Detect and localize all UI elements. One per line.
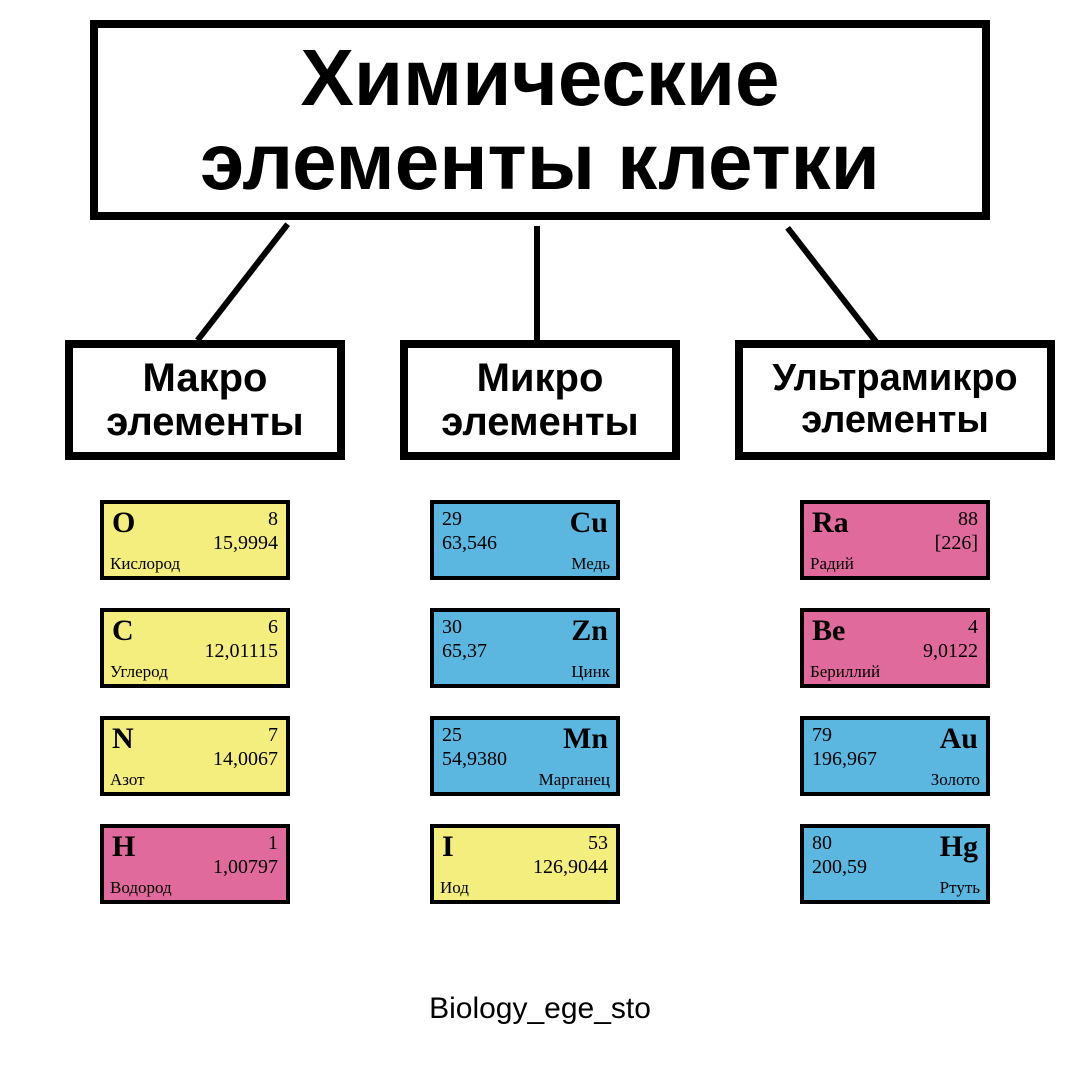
element-name: Иод: [440, 878, 469, 898]
element-number: 25: [442, 724, 462, 747]
element-name: Водород: [110, 878, 172, 898]
element-symbol: O: [112, 506, 135, 540]
category-ultra-box: Ультрамикро элементы: [735, 340, 1055, 460]
element-symbol: Ra: [812, 506, 849, 540]
element-name: Азот: [110, 770, 145, 790]
element-mass: 196,967: [812, 748, 877, 771]
element-mass: 9,0122: [923, 640, 978, 663]
element-tile: Hg 80200,59 Ртуть: [800, 824, 990, 904]
element-symbol: I: [442, 830, 454, 864]
element-tile: N 714,0067 Азот: [100, 716, 290, 796]
element-name: Углерод: [110, 662, 168, 682]
category-micro-label: Микро элементы: [412, 356, 668, 444]
macro-elements-column: O 815,9994 Кислород C 612,01115 Углерод N 714,0…: [100, 500, 290, 904]
element-mass: 54,9380: [442, 748, 507, 771]
element-tile: Zn 3065,37 Цинк: [430, 608, 620, 688]
category-macro-label: Макро элементы: [77, 356, 333, 444]
element-name: Марганец: [539, 770, 610, 790]
category-macro-box: Макро элементы: [65, 340, 345, 460]
element-symbol: Cu: [570, 506, 608, 540]
element-number: 7: [268, 724, 278, 747]
connector-line: [785, 226, 880, 346]
element-number: 53: [588, 832, 608, 855]
element-tile: Be 49,0122 Бериллий: [800, 608, 990, 688]
element-tile: Ra 88[226] Радий: [800, 500, 990, 580]
ultra-elements-column: Ra 88[226] Радий Be 49,0122 Бериллий Au 79196,9…: [800, 500, 990, 904]
element-mass: [226]: [935, 532, 978, 555]
element-mass: 200,59: [812, 856, 867, 879]
element-symbol: Hg: [940, 830, 978, 864]
element-tile: Au 79196,967 Золото: [800, 716, 990, 796]
element-name: Цинк: [571, 662, 610, 682]
connector-line: [534, 226, 540, 342]
element-name: Золото: [931, 770, 980, 790]
element-mass: 126,9044: [533, 856, 608, 879]
footer-credit: Biology_ege_sto: [0, 992, 1080, 1026]
element-tile: I 53126,9044 Иод: [430, 824, 620, 904]
connector-line: [195, 222, 290, 342]
element-name: Медь: [571, 554, 610, 574]
element-mass: 65,37: [442, 640, 487, 663]
title-box: Химические элементы клетки: [90, 20, 990, 220]
element-tile: O 815,9994 Кислород: [100, 500, 290, 580]
element-symbol: H: [112, 830, 135, 864]
element-number: 8: [268, 508, 278, 531]
element-number: 6: [268, 616, 278, 639]
element-number: 4: [968, 616, 978, 639]
element-tile: Mn 2554,9380 Марганец: [430, 716, 620, 796]
element-mass: 12,01115: [204, 640, 278, 663]
element-number: 80: [812, 832, 832, 855]
element-tile: Cu 2963,546 Медь: [430, 500, 620, 580]
element-symbol: N: [112, 722, 134, 756]
element-name: Ртуть: [940, 878, 980, 898]
element-mass: 14,0067: [213, 748, 278, 771]
element-mass: 63,546: [442, 532, 497, 555]
element-number: 79: [812, 724, 832, 747]
element-name: Радий: [810, 554, 854, 574]
main-title: Химические элементы клетки: [98, 36, 982, 204]
element-tile: C 612,01115 Углерод: [100, 608, 290, 688]
element-name: Кислород: [110, 554, 180, 574]
element-symbol: Zn: [571, 614, 608, 648]
element-number: 1: [268, 832, 278, 855]
category-ultra-label: Ультрамикро элементы: [747, 358, 1043, 442]
micro-elements-column: Cu 2963,546 Медь Zn 3065,37 Цинк Mn 2554,9380 Ма…: [430, 500, 620, 904]
element-mass: 1,00797: [213, 856, 278, 879]
element-number: 29: [442, 508, 462, 531]
element-mass: 15,9994: [213, 532, 278, 555]
element-symbol: Be: [812, 614, 845, 648]
element-tile: H 11,00797 Водород: [100, 824, 290, 904]
element-symbol: C: [112, 614, 134, 648]
element-name: Бериллий: [810, 662, 880, 682]
element-number: 30: [442, 616, 462, 639]
category-micro-box: Микро элементы: [400, 340, 680, 460]
element-symbol: Au: [940, 722, 978, 756]
element-symbol: Mn: [563, 722, 608, 756]
element-number: 88: [958, 508, 978, 531]
